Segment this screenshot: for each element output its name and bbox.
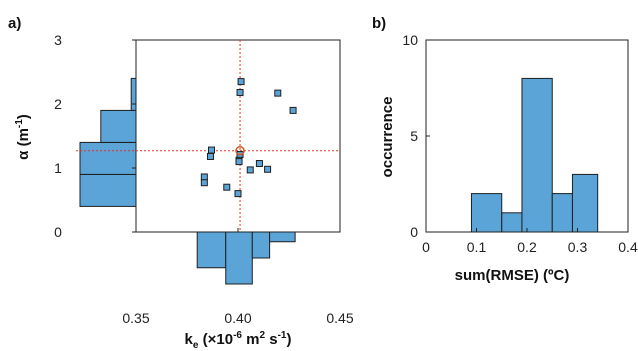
histogram-bar bbox=[470, 193, 503, 233]
y-hist-bar bbox=[79, 141, 137, 175]
scatter-point bbox=[289, 106, 297, 114]
x-tick-label: 0.35 bbox=[122, 310, 149, 326]
x-hist-bar bbox=[196, 231, 227, 269]
panel-a-x-axis: 0.35 0.40 0.45 bbox=[122, 228, 354, 326]
x-hist-bar bbox=[251, 231, 271, 259]
panel-b-label: b) bbox=[372, 15, 386, 32]
scatter-point bbox=[264, 165, 272, 173]
scatter-point bbox=[255, 160, 263, 168]
y-marginal-histogram bbox=[79, 77, 137, 207]
x-tick-label: 0.45 bbox=[326, 310, 353, 326]
y-tick-label: 2 bbox=[54, 96, 62, 112]
y-tick-label: 0 bbox=[410, 224, 418, 240]
x-tick-label: 0.4 bbox=[618, 239, 638, 255]
scatter-point bbox=[234, 190, 242, 198]
x-hist-bar bbox=[269, 231, 296, 243]
y-tick-label: 5 bbox=[410, 128, 418, 144]
panel-b-y-axis: 0 5 10 bbox=[402, 32, 430, 240]
rmse-histogram-bars bbox=[470, 77, 599, 233]
panel-b-x-axis: 0 0.1 0.2 0.3 0.4 bbox=[422, 228, 638, 255]
x-tick-label: 0.3 bbox=[568, 239, 588, 255]
scatter-point bbox=[207, 146, 215, 154]
best-fit-marker bbox=[235, 145, 245, 156]
scatter-points bbox=[200, 78, 297, 198]
y-tick-label: 10 bbox=[402, 32, 418, 48]
histogram-bar bbox=[521, 77, 553, 233]
scatter-point bbox=[235, 158, 243, 166]
scatter-point bbox=[236, 88, 244, 96]
scatter-point bbox=[206, 152, 214, 160]
scatter-plot-area bbox=[135, 39, 341, 233]
x-tick-label: 0.40 bbox=[224, 310, 251, 326]
x-tick-label: 0.2 bbox=[517, 239, 537, 255]
y-tick-label: 1 bbox=[54, 160, 62, 176]
y-tick-label: 3 bbox=[54, 32, 62, 48]
histogram-bar bbox=[501, 212, 523, 233]
scatter-point bbox=[200, 179, 208, 187]
scatter-point bbox=[274, 89, 282, 97]
panel-b-y-label: occurrence bbox=[379, 97, 396, 178]
y-hist-bar bbox=[130, 77, 137, 111]
y-hist-bar bbox=[100, 109, 137, 143]
panel-a-x-label: ke (×10-6 m2 s-1) bbox=[185, 330, 292, 351]
y-hist-bar bbox=[79, 173, 137, 207]
panel-a-y-axis: 0 1 2 3 bbox=[54, 32, 136, 240]
x-hist-bar bbox=[225, 231, 253, 285]
scatter-point bbox=[223, 183, 231, 191]
histogram-bar bbox=[551, 193, 573, 233]
scatter-point bbox=[246, 166, 254, 174]
histogram-bar bbox=[571, 173, 599, 233]
y-tick-label: 0 bbox=[54, 224, 62, 240]
x-marginal-histogram bbox=[196, 231, 296, 285]
x-tick-label: 0.1 bbox=[467, 239, 487, 255]
x-tick-label: 0 bbox=[422, 239, 430, 255]
panel-b-x-label: sum(RMSE) (ºC) bbox=[455, 267, 570, 284]
panel-a-label: a) bbox=[8, 15, 21, 32]
scatter-point bbox=[200, 173, 208, 181]
scatter-point bbox=[237, 78, 245, 86]
panel-a-y-label: α (m-1) bbox=[14, 114, 32, 160]
